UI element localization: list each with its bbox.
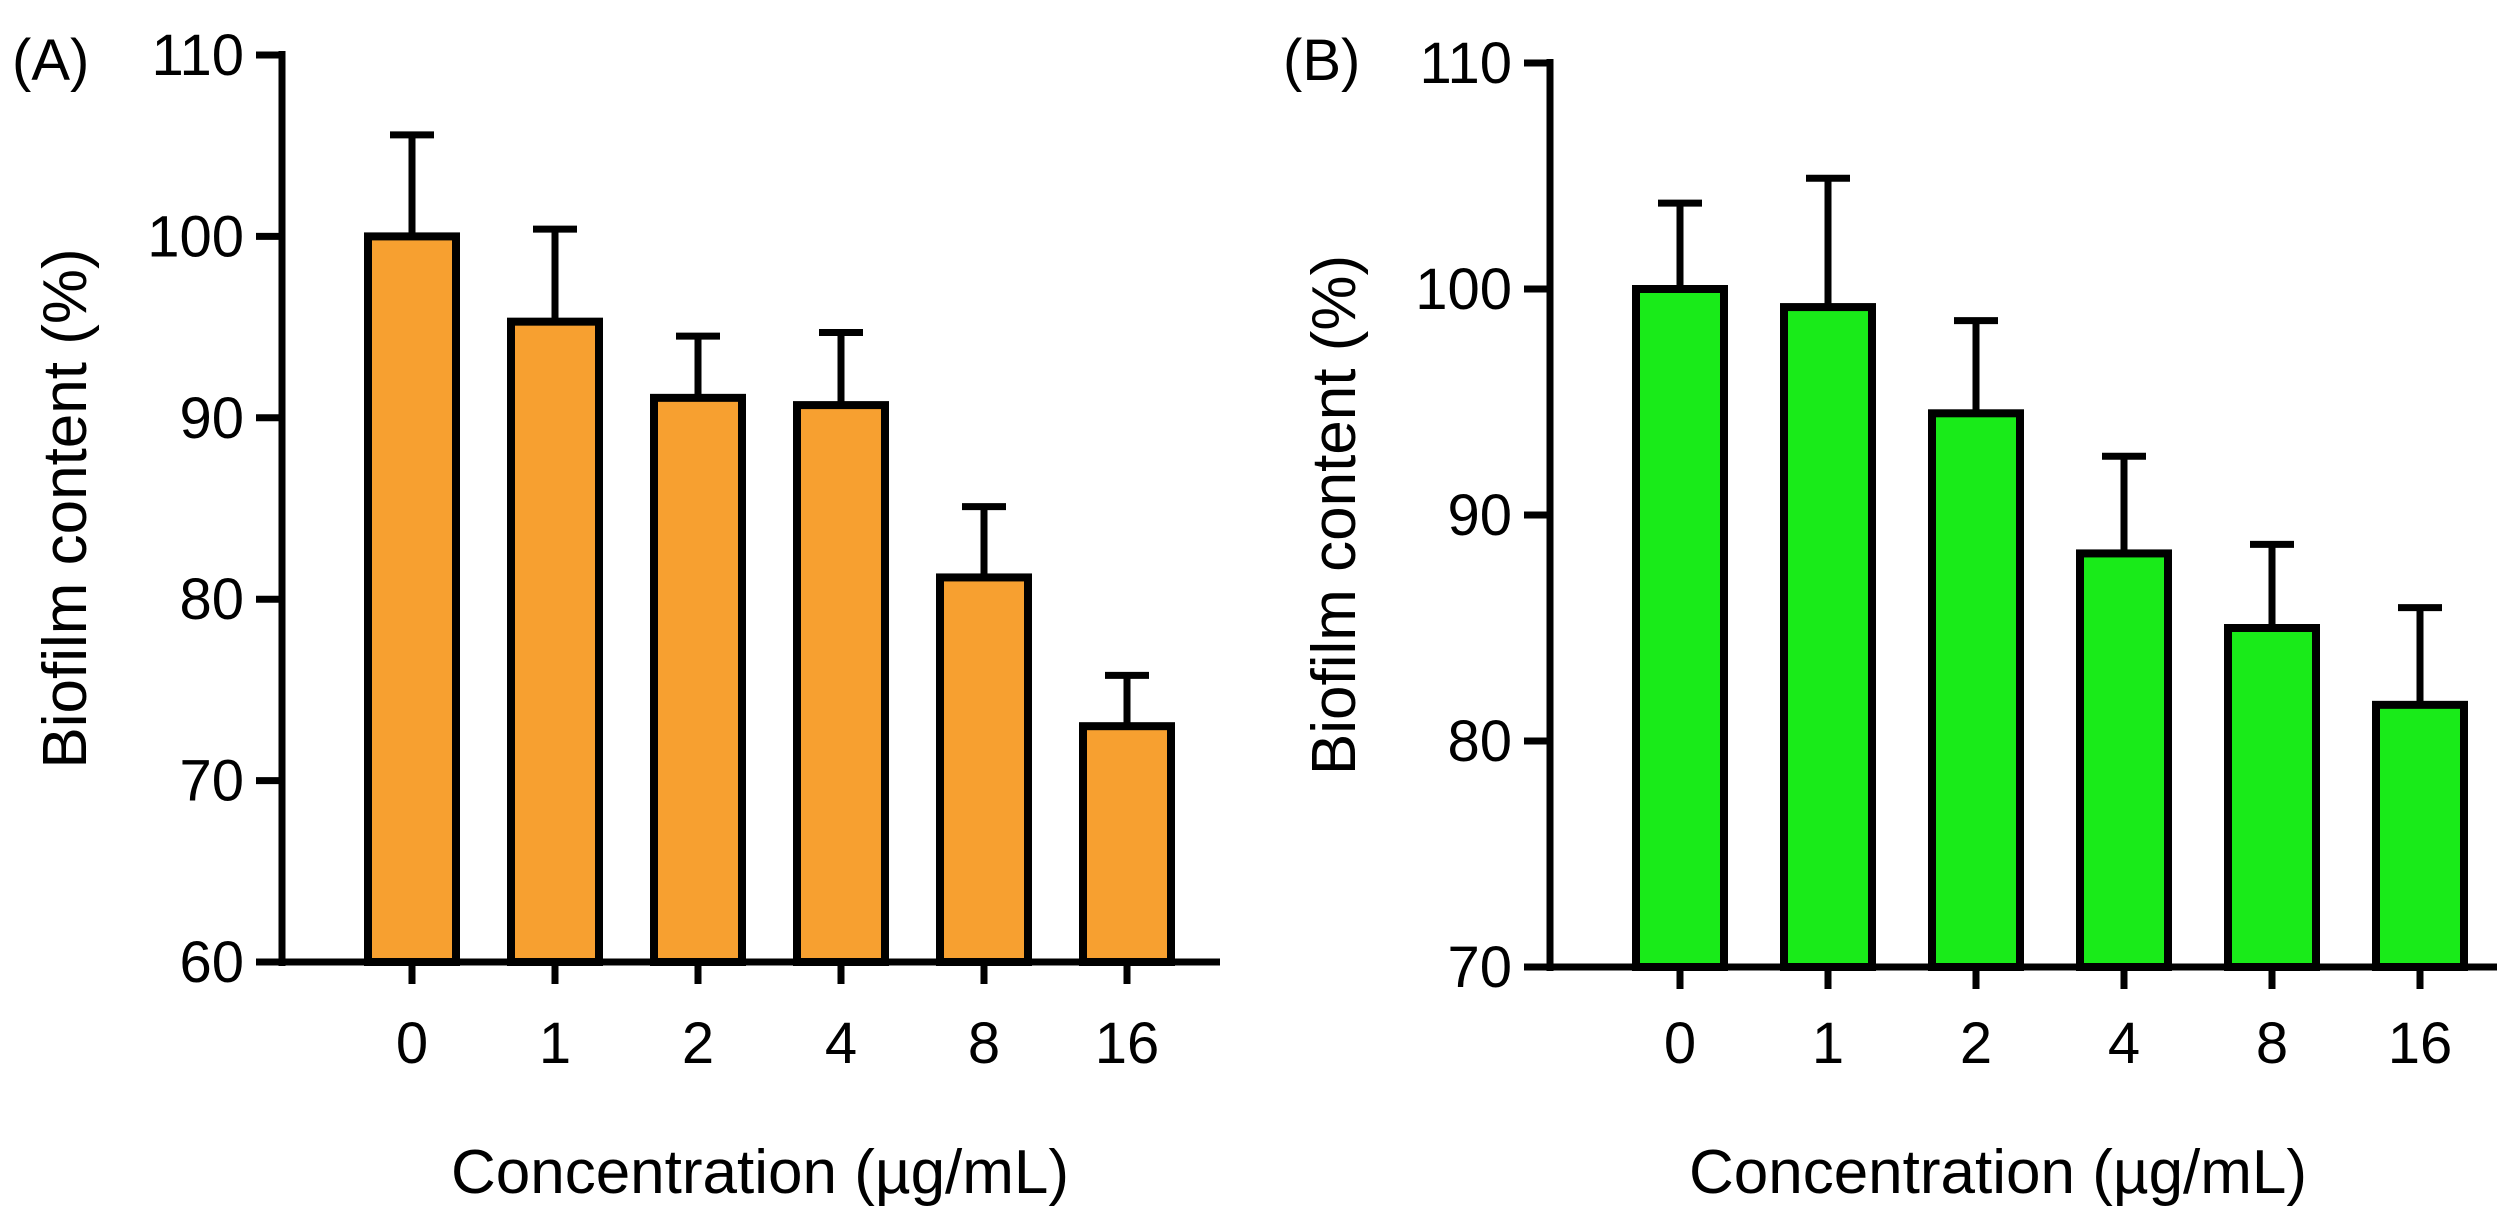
bar (793, 401, 889, 966)
bar (1928, 409, 2024, 971)
panel-a: (A) 0 1 2 4 8 16 60 70 80 90 100 110 Biofilm content … (12, 23, 1220, 1207)
bar (1632, 285, 1728, 971)
y-tick-label: 100 (1415, 257, 1512, 322)
x-tick-label: 0 (396, 1011, 428, 1076)
y-tick-label: 70 (179, 749, 244, 814)
x-axis-label: Concentration (µg/mL) (451, 1138, 1069, 1207)
x-tick-label: 4 (825, 1011, 857, 1076)
y-tick-label: 110 (152, 23, 244, 88)
x-tick-label: 2 (682, 1011, 714, 1076)
bar (650, 393, 746, 966)
y-tick-label: 100 (147, 204, 244, 269)
x-tick-label: 0 (1664, 1011, 1696, 1076)
bar (1079, 722, 1175, 966)
bar (1780, 303, 1876, 971)
x-tick-label: 8 (968, 1011, 1000, 1076)
x-tick-label: 16 (2388, 1011, 2453, 1076)
y-tick-label: 60 (179, 930, 244, 995)
panel-b: (B) 0 1 2 4 8 16 70 80 90 100 110 Biofilm content (%… (1283, 28, 2497, 1207)
bar (2372, 700, 2468, 972)
panel-label: (A) (12, 28, 89, 93)
x-tick-label: 2 (1960, 1011, 1992, 1076)
y-tick-label: 90 (1447, 483, 1512, 548)
bar (936, 573, 1032, 966)
y-tick-label: 80 (1447, 709, 1512, 774)
bar (364, 232, 460, 966)
bar (507, 317, 603, 966)
y-tick-label: 70 (1447, 935, 1512, 1000)
x-tick-label: 1 (539, 1011, 571, 1076)
bar (2076, 549, 2172, 971)
panel-label: (B) (1283, 28, 1360, 93)
x-tick-label: 1 (1812, 1011, 1844, 1076)
y-axis-label: Biofilm content (%) (1300, 255, 1369, 775)
x-axis-label: Concentration (µg/mL) (1689, 1138, 2307, 1207)
x-tick-label: 8 (2256, 1011, 2288, 1076)
y-tick-label: 90 (179, 386, 244, 451)
y-tick-label: 80 (179, 567, 244, 632)
y-axis-label: Biofilm content (%) (31, 248, 100, 768)
bar (2224, 624, 2320, 971)
y-tick-label: 110 (1420, 31, 1512, 96)
x-tick-label: 16 (1095, 1011, 1160, 1076)
x-tick-label: 4 (2108, 1011, 2140, 1076)
